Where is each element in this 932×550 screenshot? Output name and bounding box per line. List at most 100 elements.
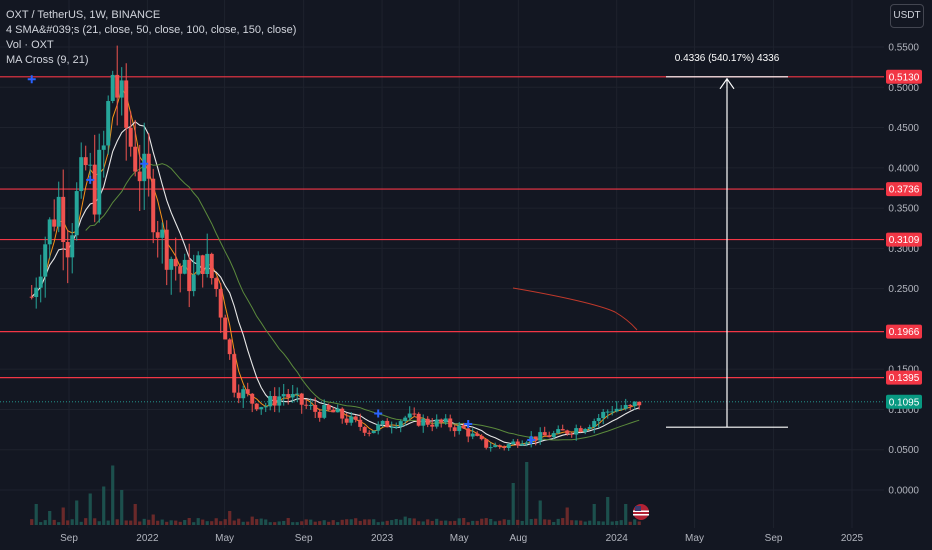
indicator-sma-label[interactable]: 4 SMA&#039;s (21, close, 50, close, 100,…	[6, 24, 297, 36]
volume-bar	[160, 519, 164, 525]
indicator-volume-label[interactable]: Vol · OXT	[6, 39, 54, 51]
currency-button[interactable]: USDT	[890, 4, 924, 28]
volume-bar	[70, 519, 74, 525]
candle-body	[520, 443, 525, 446]
candle-body	[502, 446, 507, 449]
volume-bar	[169, 520, 173, 525]
candle-body	[461, 425, 466, 429]
volume-bar	[268, 522, 272, 525]
candle-body	[403, 417, 408, 422]
time-tick-label: 2023	[371, 533, 394, 544]
candle-body	[421, 418, 426, 426]
cross-marker	[464, 419, 473, 428]
volume-bar	[93, 518, 97, 525]
measure-annotation[interactable]: 0.4336 (540.17%) 4336	[633, 53, 788, 520]
candle-body	[425, 418, 430, 425]
volume-bar	[529, 519, 533, 525]
time-tick-label: Sep	[60, 533, 78, 544]
volume-bar	[381, 521, 385, 525]
candle-body	[475, 433, 480, 436]
candle-body	[137, 171, 142, 182]
volume-bar	[237, 518, 241, 525]
candle-body	[628, 404, 633, 407]
measure-arrow-head	[719, 77, 735, 90]
time-tick-label: Aug	[509, 533, 527, 544]
sma-fast-line	[31, 87, 640, 448]
candle-body	[583, 428, 588, 432]
volume-bar	[561, 518, 565, 525]
candle-body	[97, 149, 102, 215]
indicator-ma-cross-label[interactable]: MA Cross (9, 21)	[6, 54, 89, 66]
volume-bar	[601, 521, 605, 525]
time-tick-label: Sep	[295, 533, 313, 544]
volume-bar	[133, 504, 137, 525]
candle-body	[191, 274, 196, 292]
level-price-badge-label: 0.1395	[889, 373, 920, 384]
candle-body	[164, 229, 169, 270]
volume-bar	[489, 519, 493, 525]
time-tick-label: 2025	[841, 533, 864, 544]
volume-bar	[255, 519, 259, 525]
level-price-badge-label: 0.5130	[889, 72, 920, 83]
volume-bar	[327, 521, 331, 525]
candle-body	[407, 413, 412, 418]
volume-bar	[48, 511, 52, 525]
price-tick-label: 0.5000	[888, 83, 919, 94]
volume-bar	[201, 519, 205, 525]
volume-bar	[61, 507, 65, 525]
candle-body	[263, 406, 268, 408]
candle-body	[268, 396, 273, 407]
candle-body	[380, 420, 385, 425]
time-tick-label: May	[215, 533, 234, 544]
candle-body	[38, 276, 43, 288]
volume-bar	[444, 520, 448, 525]
candle-body	[34, 287, 39, 298]
volume-bar	[556, 518, 560, 525]
candle-body	[398, 421, 403, 427]
price-tick-label: 0.1500	[888, 365, 919, 376]
candle-body	[569, 433, 574, 435]
volume-bar	[493, 521, 497, 525]
candle-body	[448, 418, 453, 428]
candle-body	[115, 74, 120, 98]
volume-bar	[309, 519, 313, 525]
candle-body	[205, 253, 210, 275]
volume-bar	[165, 521, 169, 525]
volume-bar	[192, 522, 196, 525]
candle-body	[83, 157, 88, 166]
volume-bar	[466, 522, 470, 525]
volume-bar	[142, 518, 146, 525]
price-tick-label: 0.2500	[888, 284, 919, 295]
horizontal-levels	[0, 76, 884, 403]
candle-body	[443, 418, 448, 423]
volume-bar	[597, 521, 601, 525]
candle-body	[299, 393, 304, 405]
volume-bar	[574, 520, 578, 525]
volume-bar	[570, 520, 574, 525]
candle-body	[389, 426, 394, 428]
price-axis[interactable]: 0.5500 0.5000 0.4500 0.4000 0.3500 0.3000 0.25…	[886, 43, 922, 497]
us-flag-stripe	[633, 510, 649, 512]
volume-bar	[448, 521, 452, 525]
candle-body	[605, 411, 610, 413]
time-tick-label: May	[685, 533, 704, 544]
cross-marker	[374, 409, 383, 418]
candle-body	[290, 393, 295, 398]
candle-body	[56, 196, 61, 227]
volume-bar	[79, 521, 83, 525]
volume-bar	[318, 521, 322, 525]
price-tick-label: 0.3500	[888, 204, 919, 215]
volume-bar	[120, 490, 124, 525]
volume-bar	[547, 519, 551, 525]
candle-body	[574, 428, 579, 435]
candle-body	[416, 413, 421, 426]
time-axis[interactable]: Sep 2022 May Sep 2023 May Aug 2024 May Sep 2025	[60, 533, 863, 544]
chart-legend: OXT / TetherUS, 1W, BINANCE 4 SMA&#039;s…	[6, 8, 296, 68]
candle-body	[632, 401, 637, 407]
volume-bar	[102, 486, 106, 525]
volume-bar	[156, 520, 160, 525]
volume-bar	[340, 519, 344, 525]
symbol-title[interactable]: OXT / TetherUS, 1W, BINANCE	[6, 9, 161, 21]
candle-body	[88, 164, 93, 166]
